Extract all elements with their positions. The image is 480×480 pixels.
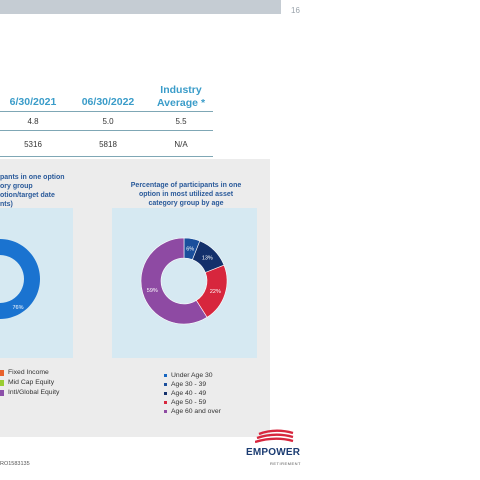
right-chart-title: Percentage of participants in one option… <box>118 181 254 208</box>
legend-label: Under Age 30 <box>171 372 213 379</box>
col-header-average: Average * <box>156 97 206 109</box>
col-header-industry: Industry <box>160 84 202 96</box>
footer-code: RO1583135 <box>0 461 30 467</box>
page-number: 16 <box>291 6 300 15</box>
right-title-line: option in most utilized asset <box>138 191 234 198</box>
donut-slice-label: 59% <box>147 288 158 294</box>
right-legend-50-59: Age 50 - 59 <box>164 399 206 406</box>
right-chart-area: 6% 13% 22% 59% <box>112 208 257 358</box>
right-title-line: category group by age <box>148 200 224 207</box>
left-title-line: pants in one option <box>0 174 65 181</box>
col-header-2021: 6/30/2021 <box>9 96 57 108</box>
flag-stripes-icon <box>255 429 294 444</box>
cell-r2-industry: N/A <box>174 140 188 149</box>
right-donut: 6% 13% 22% 59% <box>140 237 228 325</box>
left-donut-chart: 76% <box>0 239 41 319</box>
right-title-line: Percentage of participants in one <box>130 182 242 189</box>
logo-wordmark: EMPOWER <box>246 447 301 458</box>
logo-subtitle: RETIREMENT <box>270 461 301 466</box>
legend-swatch <box>164 383 167 386</box>
left-title-line: ory group <box>0 183 33 190</box>
donut-slice-label: 22% <box>210 289 221 295</box>
donut-slice-label: 6% <box>186 247 194 253</box>
legend-label: Fixed Income <box>8 369 49 376</box>
table-rule <box>0 156 213 157</box>
charts-panel: pants in one option ory group otion/targ… <box>0 159 270 437</box>
table-rule <box>0 130 213 131</box>
left-legend-fixed-income: Fixed Income <box>0 369 49 376</box>
legend-label: Age 60 and over <box>171 408 221 415</box>
cell-r2-2021: 5316 <box>24 140 42 149</box>
legend-label: Intl/Global Equity <box>8 389 60 396</box>
left-title-line: nts) <box>0 201 13 208</box>
legend-label: Age 30 - 39 <box>171 381 207 388</box>
right-donut-chart: 6% 13% 22% 59% <box>140 237 228 325</box>
left-legend-mid-cap: Mid Cap Equity <box>0 379 54 386</box>
table-rule <box>0 111 213 112</box>
legend-swatch <box>0 379 4 386</box>
legend-label: Age 40 - 49 <box>171 390 207 397</box>
cell-r2-2022: 5818 <box>99 140 117 149</box>
left-chart-area: 76% <box>0 208 73 358</box>
cell-r1-2022: 5.0 <box>102 117 114 126</box>
right-legend-under-30: Under Age 30 <box>164 372 213 379</box>
legend-label: Age 50 - 59 <box>171 399 207 406</box>
left-donut: 76% <box>0 239 41 319</box>
donut-slice <box>0 239 41 319</box>
legend-swatch <box>164 392 167 395</box>
legend-swatch <box>0 369 4 376</box>
cell-r1-industry: 5.5 <box>175 117 187 126</box>
legend-swatch <box>164 374 167 377</box>
left-chart-title: pants in one option ory group otion/targ… <box>0 173 72 209</box>
legend-swatch <box>0 389 4 396</box>
cell-r1-2021: 4.8 <box>27 117 39 126</box>
donut-slice-label: 76% <box>12 305 23 311</box>
legend-swatch <box>164 410 167 413</box>
col-header-2022: 06/30/2022 <box>81 96 135 108</box>
legend-swatch <box>164 401 167 404</box>
left-legend-intl: Intl/Global Equity <box>0 389 59 396</box>
donut-slice-label: 13% <box>202 256 213 262</box>
right-legend-60-over: Age 60 and over <box>164 408 221 415</box>
legend-label: Mid Cap Equity <box>8 379 55 386</box>
donut-slice <box>140 237 208 325</box>
left-title-line: otion/target date <box>0 192 55 199</box>
right-legend-30-39: Age 30 - 39 <box>164 381 206 388</box>
right-legend-40-49: Age 40 - 49 <box>164 390 206 397</box>
top-banner <box>0 0 281 14</box>
